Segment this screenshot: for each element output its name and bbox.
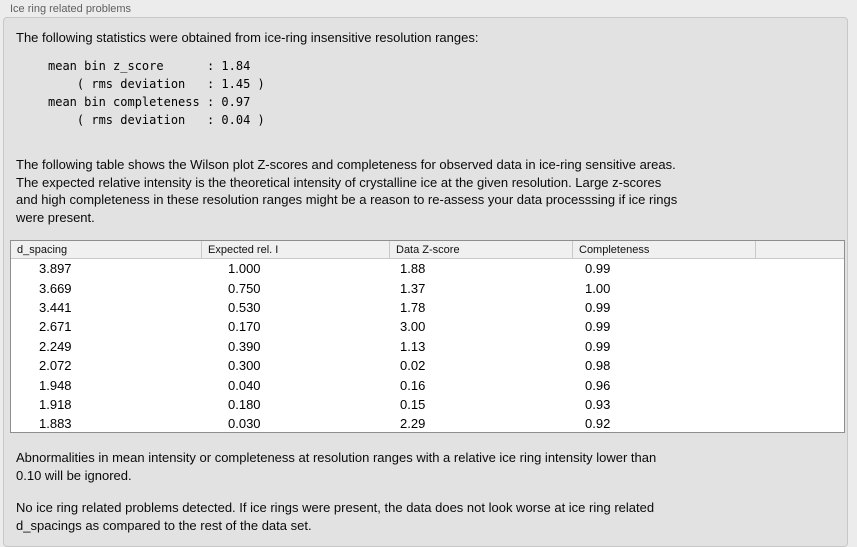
table-row[interactable]: 3.441 0.530 1.78 0.99 xyxy=(11,297,844,318)
column-header-d-spacing[interactable]: d_spacing xyxy=(11,241,202,258)
cell-completeness: 0.99 xyxy=(585,338,611,354)
cell-completeness: 0.96 xyxy=(585,377,611,393)
cell-data-z-score: 1.78 xyxy=(400,299,426,315)
cell-expected-rel-i: 0.030 xyxy=(228,416,261,432)
cell-completeness: 0.98 xyxy=(585,358,611,374)
cell-d-spacing: 1.948 xyxy=(39,377,72,393)
table-row[interactable]: 1.948 0.040 0.16 0.96 xyxy=(11,375,844,395)
cell-expected-rel-i: 0.180 xyxy=(228,396,261,412)
cell-expected-rel-i: 0.750 xyxy=(228,280,261,296)
cell-d-spacing: 3.441 xyxy=(39,299,72,315)
table-row[interactable]: 3.897 1.000 1.88 0.99 xyxy=(11,259,844,279)
intro-text: The following statistics were obtained f… xyxy=(16,30,479,45)
column-header-empty xyxy=(756,241,844,258)
cell-d-spacing: 2.671 xyxy=(39,319,72,335)
cell-d-spacing: 1.883 xyxy=(39,416,72,432)
cell-expected-rel-i: 0.390 xyxy=(228,338,261,354)
table-row[interactable]: 1.883 0.030 2.29 0.92 xyxy=(11,414,844,432)
cell-completeness: 0.93 xyxy=(585,396,611,412)
ignore-note-text: Abnormalities in mean intensity or compl… xyxy=(16,450,657,483)
description-text: The following table shows the Wilson plo… xyxy=(16,157,678,225)
cell-expected-rel-i: 0.530 xyxy=(228,299,261,315)
table-row[interactable]: 2.671 0.170 3.00 0.99 xyxy=(11,317,844,337)
table-row[interactable]: 3.669 0.750 1.37 1.00 xyxy=(11,278,844,298)
cell-data-z-score: 1.37 xyxy=(400,280,426,296)
table-header-row: d_spacing Expected rel. I Data Z-score C… xyxy=(11,241,844,259)
cell-expected-rel-i: 0.040 xyxy=(228,377,261,393)
ice-ring-report-panel: Ice ring related problems The following … xyxy=(3,3,848,547)
cell-completeness: 1.00 xyxy=(585,280,611,296)
column-header-completeness[interactable]: Completeness xyxy=(573,241,756,258)
conclusion-text: No ice ring related problems detected. I… xyxy=(16,500,655,533)
table-row[interactable]: 2.249 0.390 1.13 0.99 xyxy=(11,336,844,356)
column-header-expected-rel-i[interactable]: Expected rel. I xyxy=(202,241,390,258)
table-row[interactable]: 1.918 0.180 0.15 0.93 xyxy=(11,394,844,415)
cell-d-spacing: 2.072 xyxy=(39,358,72,374)
cell-completeness: 0.92 xyxy=(585,416,611,432)
cell-expected-rel-i: 0.170 xyxy=(228,319,261,335)
cell-completeness: 0.99 xyxy=(585,319,611,335)
cell-data-z-score: 0.16 xyxy=(400,377,426,393)
ice-ring-table[interactable]: d_spacing Expected rel. I Data Z-score C… xyxy=(10,240,845,433)
cell-d-spacing: 3.669 xyxy=(39,280,72,296)
cell-expected-rel-i: 1.000 xyxy=(228,261,261,277)
cell-data-z-score: 1.13 xyxy=(400,338,426,354)
cell-d-spacing: 3.897 xyxy=(39,261,72,277)
cell-data-z-score: 3.00 xyxy=(400,319,426,335)
cell-data-z-score: 1.88 xyxy=(400,261,426,277)
panel-title: Ice ring related problems xyxy=(10,3,132,15)
cell-data-z-score: 0.02 xyxy=(400,358,426,374)
cell-expected-rel-i: 0.300 xyxy=(228,358,261,374)
cell-d-spacing: 2.249 xyxy=(39,338,72,354)
cell-data-z-score: 2.29 xyxy=(400,416,426,432)
column-header-data-z-score[interactable]: Data Z-score xyxy=(390,241,573,258)
stats-block: mean bin z_score : 1.84 ( rms deviation … xyxy=(48,59,265,127)
cell-data-z-score: 0.15 xyxy=(400,396,426,412)
table-row[interactable]: 2.072 0.300 0.02 0.98 xyxy=(11,355,844,376)
cell-d-spacing: 1.918 xyxy=(39,396,72,412)
cell-completeness: 0.99 xyxy=(585,299,611,315)
cell-completeness: 0.99 xyxy=(585,261,611,277)
